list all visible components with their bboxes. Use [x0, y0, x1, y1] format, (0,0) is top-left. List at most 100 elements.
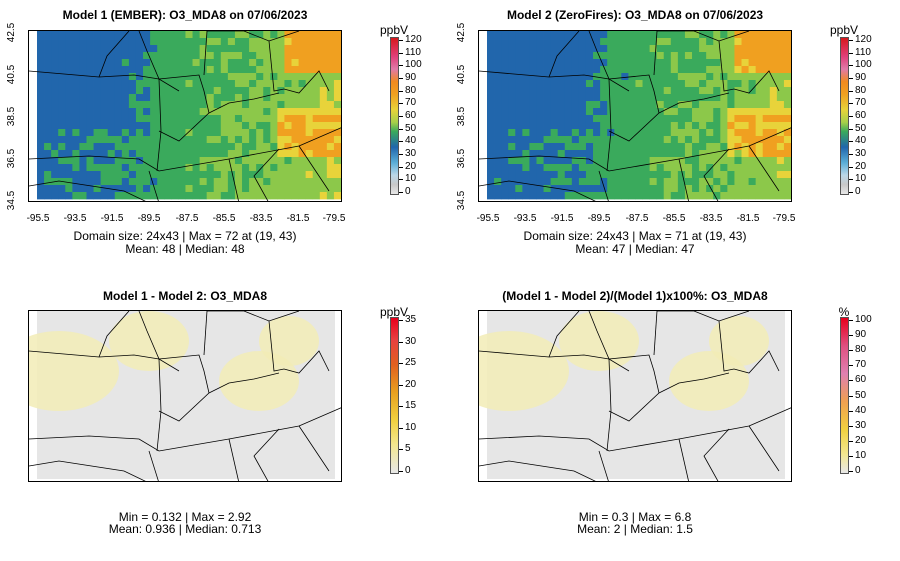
grid-cell: [178, 87, 186, 95]
grid-cell: [135, 150, 144, 158]
grid-cell: [58, 136, 66, 144]
grid-cell: [783, 150, 791, 158]
grid-cell: [649, 45, 658, 53]
grid-cell: [121, 45, 130, 53]
grid-cell: [585, 87, 594, 95]
colorbar-tick: [849, 380, 853, 382]
grid-cell: [319, 31, 328, 39]
grid-cell: [100, 150, 109, 158]
state-border: [268, 40, 330, 94]
grid-cell: [44, 136, 52, 144]
map-plot: [478, 310, 792, 482]
grid-cell: [536, 115, 544, 123]
grid-cell: [256, 66, 264, 74]
grid-cell: [515, 66, 523, 74]
grid-cell: [284, 185, 292, 193]
grid-cell: [755, 185, 764, 193]
grid-cell: [256, 115, 264, 123]
grid-cell: [656, 178, 665, 186]
colorbar-tick: [399, 78, 403, 79]
grid-cell: [727, 157, 735, 165]
grid-cell: [677, 52, 686, 60]
grid-cell: [529, 164, 537, 172]
grid-cell: [628, 164, 636, 172]
grid-cell: [713, 143, 721, 151]
grid-cell: [769, 45, 778, 53]
grid-cell: [128, 66, 137, 74]
grid-cell: [234, 192, 243, 200]
colorbar-tick: [399, 471, 403, 472]
grid-cell: [157, 192, 165, 200]
grid-cell: [206, 38, 215, 46]
grid-cell: [522, 59, 530, 67]
grid-cell: [157, 143, 165, 151]
grid-cell: [614, 31, 622, 39]
grid-cell: [692, 101, 700, 109]
grid-cell: [298, 73, 307, 81]
grid-cell: [135, 122, 144, 130]
grid-cell: [699, 171, 707, 179]
grid-cell: [593, 38, 601, 46]
grid-cell: [649, 122, 658, 130]
grid-cell: [762, 38, 771, 46]
grid-cell: [741, 73, 749, 81]
grid-cell: [114, 192, 123, 200]
grid-cell: [522, 164, 530, 172]
grid-cell: [319, 87, 328, 95]
grid-cell: [178, 178, 186, 186]
grid-cell: [699, 192, 707, 200]
grid-cell: [741, 122, 749, 130]
grid-cell: [291, 136, 299, 144]
grid-cell: [720, 45, 728, 53]
grid-cell: [487, 80, 495, 88]
grid-cell: [677, 94, 686, 102]
grid-cell: [227, 185, 236, 193]
grid-cell: [171, 115, 179, 123]
grid-cell: [58, 38, 66, 46]
grid-cell: [227, 178, 236, 186]
grid-cell: [178, 192, 186, 200]
grid-cell: [670, 150, 679, 158]
grid-cell: [192, 171, 201, 179]
grid-cell: [206, 150, 215, 158]
grid-cell: [741, 101, 749, 109]
grid-cell: [529, 52, 537, 60]
grid-cell: [114, 122, 123, 130]
grid-cell: [621, 192, 629, 200]
grid-cell: [298, 94, 307, 102]
grid-cell: [628, 101, 636, 109]
grid-cell: [270, 45, 278, 53]
grid-cell: [234, 59, 243, 67]
grid-cell: [135, 66, 144, 74]
grid-cell: [86, 45, 94, 53]
grid-cell: [684, 150, 693, 158]
grid-cell: [213, 129, 222, 137]
grid-cell: [670, 143, 679, 151]
grid-cell: [494, 66, 502, 74]
grid-cell: [571, 101, 580, 109]
grid-cell: [164, 87, 172, 95]
grid-cell: [86, 73, 94, 81]
grid-cell: [529, 115, 537, 123]
grid-cell: [319, 122, 328, 130]
grid-cell: [550, 66, 559, 74]
grid-cell: [635, 80, 643, 88]
grid-cell: [578, 192, 587, 200]
grid-cell: [755, 136, 764, 144]
grid-cell: [571, 185, 580, 193]
grid-cell: [270, 178, 278, 186]
grid-cell: [656, 31, 665, 39]
grid-cell: [305, 129, 314, 137]
x-tick-label: -83.5: [249, 213, 273, 224]
grid-cell: [220, 171, 229, 179]
colorbar-tick: [849, 103, 853, 105]
grid-cell: [164, 192, 172, 200]
grid-cell: [263, 164, 271, 172]
grid-cell: [93, 87, 102, 95]
grid-cell: [529, 66, 537, 74]
grid-cell: [72, 178, 80, 186]
grid-cell: [508, 143, 516, 151]
state-border: [207, 311, 300, 322]
grid-cell: [593, 143, 601, 151]
grid-cell: [312, 143, 321, 151]
